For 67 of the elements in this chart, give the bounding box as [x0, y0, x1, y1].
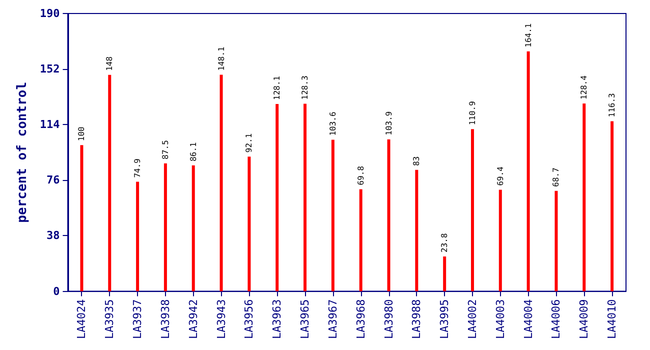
x-tick-label: LA3965: [298, 299, 312, 340]
y-tick-label: 0: [53, 284, 60, 298]
y-tick-label: 38: [46, 229, 60, 242]
bar: [192, 165, 195, 292]
x-tick-label: LA3968: [354, 299, 368, 340]
y-tick-label: 114: [40, 118, 60, 132]
bar: [304, 104, 307, 292]
bar: [415, 170, 418, 292]
bar: [498, 190, 502, 292]
x-tick-label: LA3956: [242, 299, 256, 340]
bar: [470, 129, 474, 292]
x-tick-label: LA3938: [158, 299, 172, 340]
y-tick-label: 152: [40, 62, 60, 76]
data-label: 103.6: [328, 112, 338, 136]
x-tick-label: LA3963: [270, 299, 284, 340]
bar: [554, 190, 558, 292]
x-tick-label: LA4004: [522, 298, 535, 340]
bar: [248, 156, 251, 292]
bar: [359, 189, 362, 292]
bar: [220, 74, 223, 292]
bar: [164, 163, 167, 292]
data-label: 74.9: [133, 158, 142, 178]
data-label: 164.1: [524, 23, 533, 48]
x-tick-label: LA3935: [103, 299, 116, 340]
x-tick-label: LA4002: [466, 299, 479, 340]
data-label: 69.8: [356, 166, 366, 186]
data-label: 116.3: [608, 92, 617, 118]
x-tick-label: LA3988: [410, 299, 424, 340]
bar: [108, 74, 112, 292]
data-label: 128.3: [300, 75, 310, 100]
bar: [443, 256, 446, 292]
x-tick-label: LA4024: [75, 298, 88, 340]
data-label: 128.1: [272, 76, 282, 100]
x-tick-label: LA3980: [382, 299, 396, 340]
y-axis-title: percent of control: [15, 82, 30, 223]
bar: [387, 139, 390, 292]
data-label: 86.1: [188, 142, 198, 162]
data-label: 23.8: [440, 233, 450, 252]
data-label: 69.4: [496, 166, 505, 186]
bar: [526, 51, 530, 292]
bar: [331, 140, 334, 292]
data-label: 92.1: [244, 133, 254, 153]
x-tick-label: LA4009: [578, 299, 591, 340]
bar: [276, 104, 279, 292]
data-label: 128.4: [580, 75, 589, 100]
x-tick-label: LA3942: [186, 299, 200, 340]
data-label: 103.9: [384, 111, 394, 136]
data-label: 87.5: [160, 140, 170, 160]
data-label: 110.9: [468, 100, 477, 126]
bar: [610, 121, 614, 292]
data-label: 68.7: [552, 167, 561, 187]
bar: [136, 182, 140, 292]
bar: [582, 104, 586, 292]
x-tick-label: LA4003: [494, 299, 507, 340]
data-label: 148: [105, 56, 114, 71]
x-tick-label: LA4010: [606, 299, 619, 340]
y-tick-label: 190: [40, 7, 60, 20]
data-label: 100: [77, 126, 86, 142]
x-tick-label: LA3995: [438, 299, 452, 340]
y-tick-label: 76: [46, 174, 60, 187]
x-tick-label: LA4006: [550, 299, 563, 340]
x-tick-label: LA3967: [326, 299, 340, 340]
x-tick-label: LA3943: [214, 299, 228, 340]
data-label: 83: [412, 156, 422, 166]
bar: [80, 145, 84, 292]
data-label: 148.1: [216, 46, 226, 71]
x-tick-label: LA3937: [131, 299, 144, 340]
